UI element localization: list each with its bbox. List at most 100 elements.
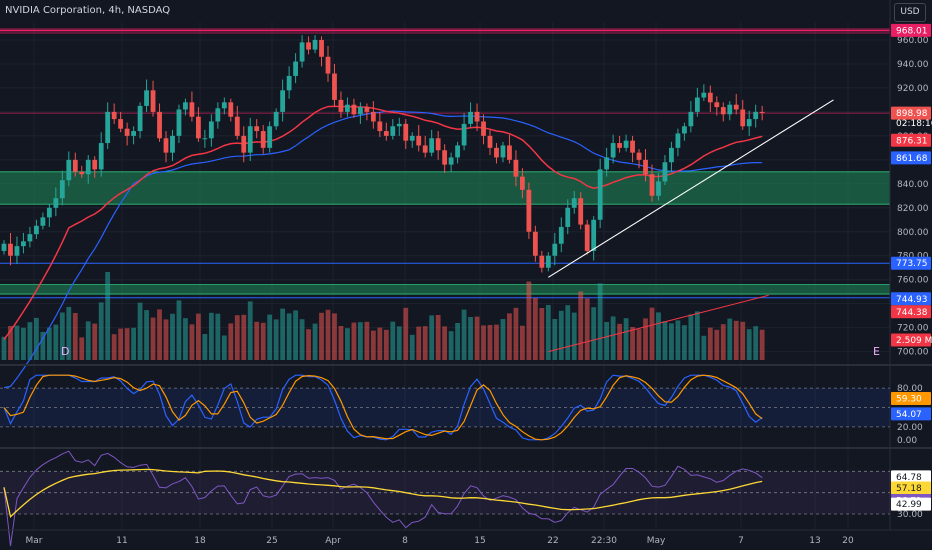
- candle-body: [383, 131, 389, 136]
- support-zone-1: [0, 284, 890, 295]
- currency-button[interactable]: USD: [894, 3, 926, 22]
- candle-body: [597, 169, 603, 220]
- price-tick-label: 760.00: [897, 276, 929, 286]
- time-tick-label: 22: [547, 536, 558, 546]
- candle-body: [604, 157, 610, 170]
- volume-bar: [241, 314, 247, 360]
- volume-bar: [474, 316, 480, 360]
- candle-body: [14, 246, 20, 256]
- candle-body: [21, 241, 26, 247]
- candle-body: [545, 255, 551, 268]
- candle-body: [733, 104, 739, 110]
- time-tick-label: 13: [809, 536, 820, 546]
- candle-body: [727, 104, 733, 115]
- candle-body: [79, 171, 85, 175]
- volume-bar: [571, 312, 577, 360]
- candle-body: [40, 217, 46, 226]
- volume-bar: [176, 300, 182, 360]
- volume-bar: [377, 327, 383, 360]
- volume-bar: [221, 335, 227, 360]
- candle-body: [351, 104, 357, 115]
- candle-body: [293, 61, 298, 76]
- rsi-ma-tag-bg: [891, 481, 931, 495]
- volume-bar: [409, 334, 415, 360]
- volume-bar: [254, 321, 260, 360]
- candle-body: [591, 219, 597, 251]
- candle-body: [66, 159, 72, 181]
- candle-body: [364, 107, 370, 112]
- price-tick-label: 800.00: [897, 228, 929, 238]
- candle-body: [487, 135, 493, 148]
- candle-body: [228, 102, 234, 117]
- volume-bar: [539, 308, 545, 360]
- volume-bar: [396, 326, 402, 360]
- volume-bar: [59, 312, 65, 360]
- stoch-d-line: [3, 374, 763, 441]
- stoch-d-tag: 59.30: [896, 394, 922, 404]
- volume-bar: [468, 317, 473, 360]
- candle-body: [578, 198, 584, 225]
- price-tick-label: 700.00: [897, 348, 929, 358]
- candle-body: [500, 145, 506, 158]
- time-tick-label: 18: [194, 536, 206, 546]
- rsi-line: [3, 450, 763, 547]
- candle-body: [273, 111, 279, 127]
- last-price-tag-bg: [891, 106, 931, 120]
- volume-bar: [131, 327, 136, 360]
- volume-bar: [118, 328, 124, 360]
- candle-body: [377, 121, 383, 132]
- volume-bar: [137, 302, 143, 360]
- dividend-marker[interactable]: D: [61, 345, 70, 358]
- candle-body: [688, 111, 694, 127]
- volume-bar: [358, 322, 363, 360]
- volume-bar: [487, 325, 493, 360]
- volume-bar: [688, 314, 694, 360]
- volume-bar: [1, 336, 7, 360]
- level-773-tag-bg: [891, 256, 931, 270]
- ema-tag-bg: [891, 133, 931, 147]
- candle-body: [183, 102, 188, 110]
- volume-bar: [526, 281, 532, 360]
- countdown-tag: 02:18:16: [896, 119, 932, 129]
- candle-body: [358, 107, 363, 115]
- volume-bar: [442, 326, 448, 360]
- time-tick-label: 25: [266, 536, 277, 546]
- candle-body: [338, 99, 344, 112]
- candle-body: [526, 189, 532, 232]
- candle-body: [247, 126, 253, 153]
- candle-body: [319, 39, 324, 57]
- candle-body: [571, 198, 577, 208]
- volume-bar: [293, 310, 298, 360]
- volume-bar: [630, 327, 635, 360]
- time-tick-label: 7: [738, 536, 744, 546]
- stoch-k-line: [3, 374, 763, 441]
- volume-bar: [85, 321, 91, 360]
- volume-bar: [455, 323, 460, 360]
- volume-bar: [189, 324, 195, 360]
- stoch-tick-label: 0.00: [897, 436, 917, 446]
- volume-bar: [481, 325, 486, 360]
- volume-bar: [759, 329, 765, 360]
- candle-body: [234, 116, 240, 136]
- candle-body: [299, 42, 305, 62]
- volume-bar: [520, 325, 525, 360]
- volume-bar: [332, 313, 337, 360]
- candle-body: [422, 145, 428, 153]
- candle-body: [584, 224, 590, 251]
- volume-bar: [306, 329, 311, 360]
- candle-body: [682, 126, 687, 134]
- stoch-tick-label: 80.00: [897, 384, 923, 394]
- level-top-tag: 968.01: [896, 26, 928, 36]
- rsi-label-0: 64.78: [896, 473, 922, 483]
- time-tick-label: 15: [474, 536, 485, 546]
- earnings-marker[interactable]: E: [873, 345, 880, 358]
- volume-bar: [338, 326, 344, 360]
- candle-body: [552, 243, 558, 256]
- time-tick-label: Apr: [325, 536, 341, 546]
- volume-bar: [714, 329, 720, 360]
- volume-bar: [513, 307, 519, 360]
- candle-body: [513, 159, 519, 177]
- candle-body: [753, 111, 759, 120]
- price-tick-label: 720.00: [897, 324, 929, 334]
